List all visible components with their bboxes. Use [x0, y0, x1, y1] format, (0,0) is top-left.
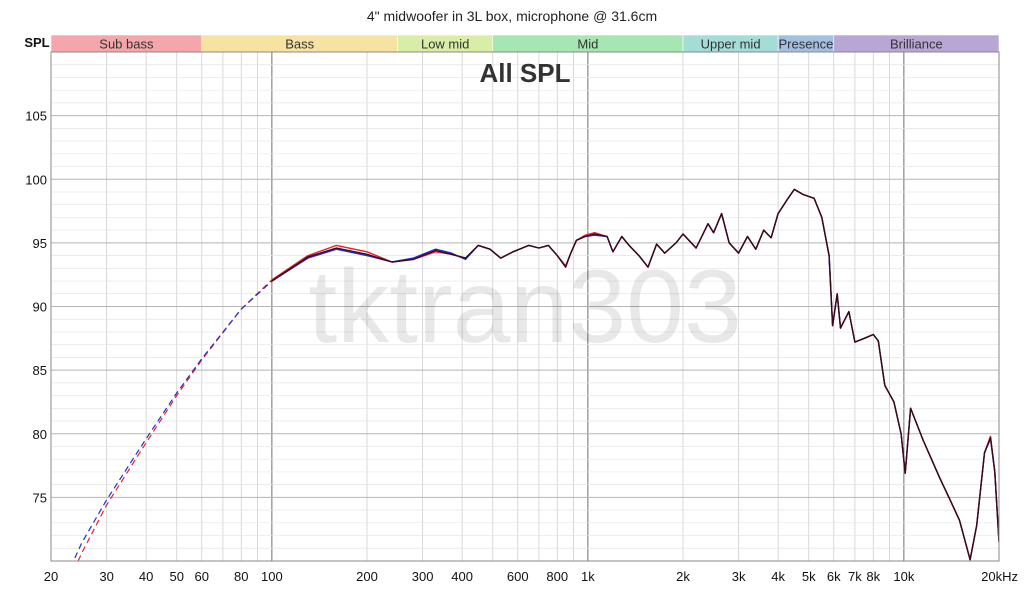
watermark-text: tktran303: [308, 249, 742, 365]
x-tick-label: 5k: [802, 569, 816, 584]
x-tick-label: 10k: [893, 569, 914, 584]
band-label: Mid: [577, 37, 598, 52]
x-tick-label: 6k: [827, 569, 841, 584]
y-tick-label: 75: [33, 490, 47, 505]
x-tick-label: 2k: [676, 569, 690, 584]
y-axis-label: SPL: [24, 35, 49, 50]
x-tick-label: 20kHz: [981, 569, 1018, 584]
band-label: Bass: [285, 37, 314, 52]
chart-title: 4" midwoofer in 3L box, microphone @ 31.…: [367, 8, 657, 24]
x-tick-label: 400: [451, 569, 473, 584]
x-tick-label: 20: [44, 569, 58, 584]
band-label: Presence: [778, 37, 833, 52]
band-label: Upper mid: [701, 37, 761, 52]
x-tick-label: 80: [234, 569, 248, 584]
y-tick-label: 105: [25, 109, 47, 124]
series-line-2: [271, 188, 999, 561]
y-tick-label: 90: [33, 300, 47, 315]
x-tick-label: 4k: [771, 569, 785, 584]
band-label: Sub bass: [99, 37, 154, 52]
frequency-bands: Sub bass Bass Low mid Mid Upper mid Presence B…: [50, 34, 1000, 53]
x-tick-label: 50: [170, 569, 184, 584]
plot-frame: [50, 51, 1000, 562]
x-tick-label: 300: [412, 569, 434, 584]
x-tick-label: 8k: [866, 569, 880, 584]
inner-title: All SPL: [479, 58, 570, 88]
y-tick-label: 95: [33, 236, 47, 251]
x-tick-label: 100: [261, 569, 283, 584]
x-tick-label: 800: [546, 569, 568, 584]
x-tick-label: 30: [99, 569, 113, 584]
x-tick-label: 1k: [581, 569, 595, 584]
y-tick-label: 80: [33, 427, 47, 442]
series-lines: [72, 188, 999, 561]
grid-lines: [50, 52, 1000, 561]
y-tick-labels: 75 80 85 90 95 100 105: [25, 109, 47, 506]
x-tick-label: 600: [507, 569, 529, 584]
y-tick-label: 100: [25, 172, 47, 187]
band-label: Low mid: [421, 37, 469, 52]
x-tick-label: 200: [356, 569, 378, 584]
x-tick-labels: 20 30 40 50 60 80 100 200 300 400 600 800 1k 2k 3k 4k 5k…: [44, 569, 1018, 584]
x-tick-label: 60: [195, 569, 209, 584]
band-label: Brilliance: [890, 37, 943, 52]
x-tick-label: 3k: [732, 569, 746, 584]
x-tick-label: 40: [139, 569, 153, 584]
x-tick-label: 7k: [848, 569, 862, 584]
y-tick-label: 85: [33, 363, 47, 378]
